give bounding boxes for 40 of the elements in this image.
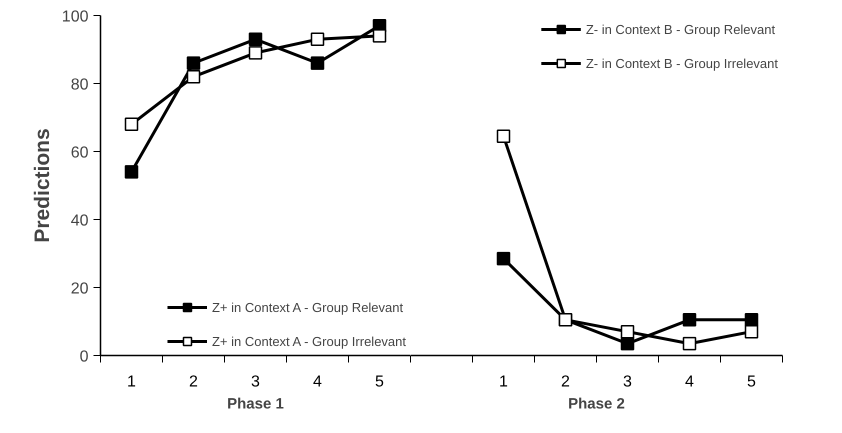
x-tick-label: 1 xyxy=(127,374,136,390)
x-tick-label: 5 xyxy=(747,374,756,390)
point xyxy=(124,165,138,179)
point xyxy=(620,336,634,350)
point xyxy=(682,336,696,350)
x-tick-label: 3 xyxy=(251,374,260,390)
point xyxy=(620,324,634,338)
point xyxy=(310,56,324,70)
point xyxy=(744,324,758,338)
legend-label: Z+ in Context A - Group Irrelevant xyxy=(212,334,406,348)
legend-label: Z+ in Context A - Group Relevant xyxy=(212,300,404,314)
point xyxy=(310,32,324,46)
x-tick-label: 2 xyxy=(189,374,198,390)
x-tick-label: 5 xyxy=(375,374,384,390)
y-axis-title: Predictions xyxy=(30,128,54,243)
point xyxy=(496,252,510,266)
x-axis-title: Phase 2 xyxy=(568,396,625,412)
x-tick-label: 2 xyxy=(561,374,570,390)
point xyxy=(124,118,138,132)
point xyxy=(682,313,696,327)
y-tick-label: 60 xyxy=(70,144,89,162)
legend-label: Z- in Context B - Group Relevant xyxy=(586,22,776,36)
y-tick-label: 100 xyxy=(62,8,89,26)
point xyxy=(496,129,510,143)
point xyxy=(744,313,758,327)
point xyxy=(186,70,200,84)
point xyxy=(186,56,200,70)
x-tick-label: 3 xyxy=(623,374,632,390)
x-axis-title: Phase 1 xyxy=(227,396,284,412)
x-tick-label: 4 xyxy=(313,374,322,390)
point xyxy=(372,29,386,43)
point xyxy=(248,46,262,60)
y-tick-label: 80 xyxy=(70,76,89,94)
legend-label: Z- in Context B - Group Irrelevant xyxy=(586,56,778,70)
point xyxy=(248,32,262,46)
y-tick-label: 0 xyxy=(80,348,89,366)
y-tick-label: 40 xyxy=(70,212,89,230)
y-tick-label: 20 xyxy=(70,280,89,298)
x-tick-label: 4 xyxy=(685,374,694,390)
x-tick-label: 1 xyxy=(499,374,508,390)
